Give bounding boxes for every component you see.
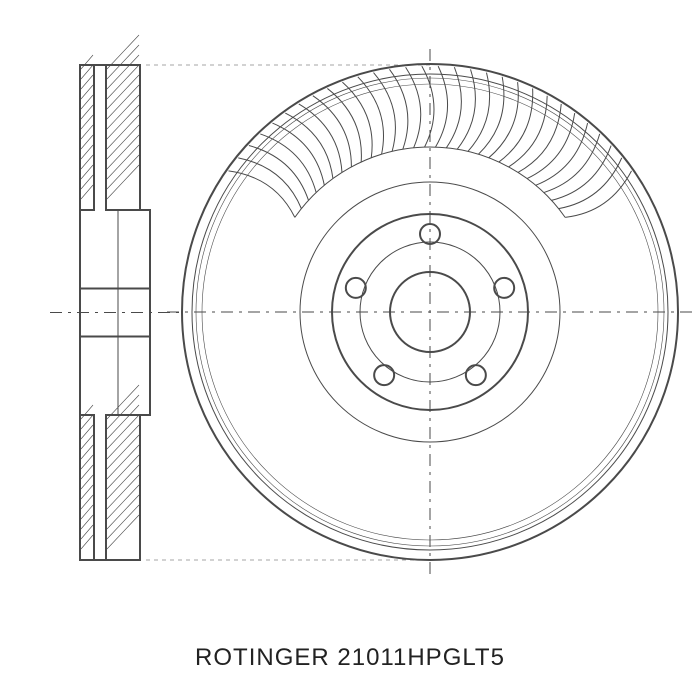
product-label: ROTINGER 21011HPGLT5	[0, 644, 700, 672]
brake-disc-drawing	[0, 0, 700, 700]
brand-text: ROTINGER	[195, 644, 330, 671]
side-view	[50, 35, 430, 560]
part-number-text: 21011HPGLT5	[337, 644, 505, 671]
diagram-canvas	[0, 0, 700, 700]
front-view	[167, 49, 693, 575]
